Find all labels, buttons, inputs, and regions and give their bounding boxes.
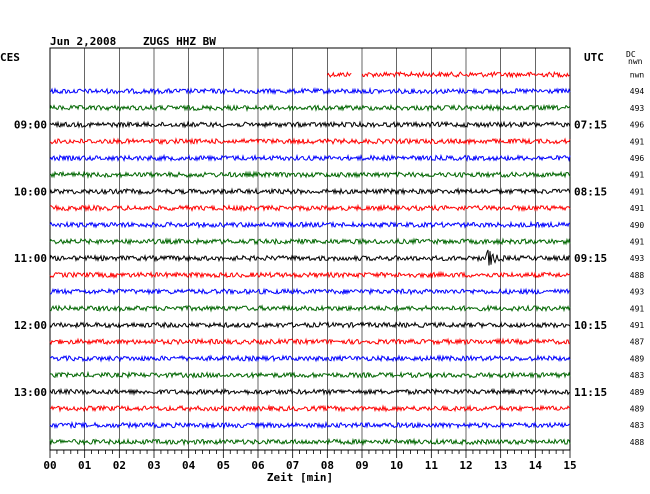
trace-line-13 (50, 287, 571, 296)
x-tick-label: 14 (529, 459, 543, 472)
trace-line-6 (49, 170, 571, 179)
right-timezone: UTC (584, 51, 604, 64)
trace-line-9 (49, 220, 571, 229)
record-date: Jun 2,2008 (50, 35, 117, 48)
dc-value: 491 (630, 137, 645, 146)
dc-value: 496 (630, 154, 645, 163)
dc-value: 496 (630, 121, 645, 130)
x-tick-label: 15 (563, 459, 576, 472)
trace-line-19 (49, 387, 571, 396)
x-tick-label: 08 (321, 459, 334, 472)
dc-value: 489 (630, 405, 645, 414)
x-tick-label: 09 (355, 459, 368, 472)
dc-value: 489 (630, 388, 645, 397)
trace-line-8 (49, 203, 571, 213)
dc-value: 491 (630, 238, 645, 247)
plot-frame (49, 47, 571, 451)
dc-value: 483 (630, 371, 645, 380)
dc-value: 490 (630, 221, 645, 230)
left-hour-label: 10:00 (14, 185, 47, 198)
dc-value: 491 (630, 304, 645, 313)
trace-line-7 (49, 187, 571, 196)
dc-label: DC (626, 50, 636, 59)
right-hour-label: 11:15 (574, 386, 607, 399)
x-tick-label: 11 (425, 459, 439, 472)
trace-line-14 (49, 304, 571, 313)
x-tick-label: 06 (251, 459, 265, 472)
dc-value: 491 (630, 204, 645, 213)
right-hour-label: 07:15 (574, 119, 607, 132)
station-code: ZUGS HHZ BW (143, 35, 216, 48)
trace-line-1 (49, 86, 571, 96)
trace-line-2 (49, 103, 571, 113)
dc-value: 493 (630, 254, 645, 263)
x-tick-label: 02 (113, 459, 126, 472)
left-timezone: CES (0, 51, 20, 64)
dc-value: 488 (630, 271, 645, 280)
x-tick-label: 13 (494, 459, 507, 472)
trace-line-3 (49, 120, 571, 129)
x-tick-label: 05 (217, 459, 230, 472)
trace-line-18 (49, 370, 571, 380)
trace-line-21 (49, 420, 571, 430)
trace-line-12 (49, 270, 571, 280)
dc-value: 491 (630, 321, 645, 330)
dc-value: 493 (630, 104, 645, 113)
trace-line-11 (49, 249, 571, 266)
trace-line-17 (49, 354, 571, 363)
x-tick-label: 12 (459, 459, 472, 472)
x-tick-label: 00 (43, 459, 56, 472)
x-tick-label: 07 (286, 459, 299, 472)
left-hour-label: 09:00 (14, 119, 47, 132)
left-hour-label: 12:00 (14, 319, 47, 332)
trace-line-22 (49, 437, 571, 447)
trace-line-20 (50, 404, 571, 413)
dc-value: 491 (630, 187, 645, 196)
right-hour-label: 08:15 (574, 185, 607, 198)
left-hour-label: 11:00 (14, 252, 47, 265)
x-tick-label: 10 (390, 459, 403, 472)
dc-value: 489 (630, 354, 645, 363)
trace-line-16 (49, 337, 571, 346)
right-hour-label: 09:15 (574, 252, 607, 265)
dc-value: 491 (630, 171, 645, 180)
dc-value: 487 (630, 338, 645, 347)
dc-value: 483 (630, 421, 645, 430)
x-tick-label: 04 (182, 459, 196, 472)
right-hour-label: 10:15 (574, 319, 607, 332)
dc-sublabel: nwn (628, 57, 643, 66)
trace-line-0 (326, 70, 570, 79)
dc-value: 493 (630, 288, 645, 297)
x-tick-label: 01 (78, 459, 92, 472)
x-tick-label: 03 (147, 459, 160, 472)
trace-line-4 (49, 137, 571, 146)
left-hour-label: 13:00 (14, 386, 47, 399)
trace-line-5 (49, 153, 571, 163)
x-axis-label: Zeit [min] (267, 471, 333, 484)
trace-line-10 (49, 237, 571, 246)
dc-value: 494 (630, 87, 645, 96)
dc-value: 488 (630, 438, 645, 447)
dc-value: nwn (630, 71, 645, 80)
trace-line-15 (49, 321, 571, 330)
